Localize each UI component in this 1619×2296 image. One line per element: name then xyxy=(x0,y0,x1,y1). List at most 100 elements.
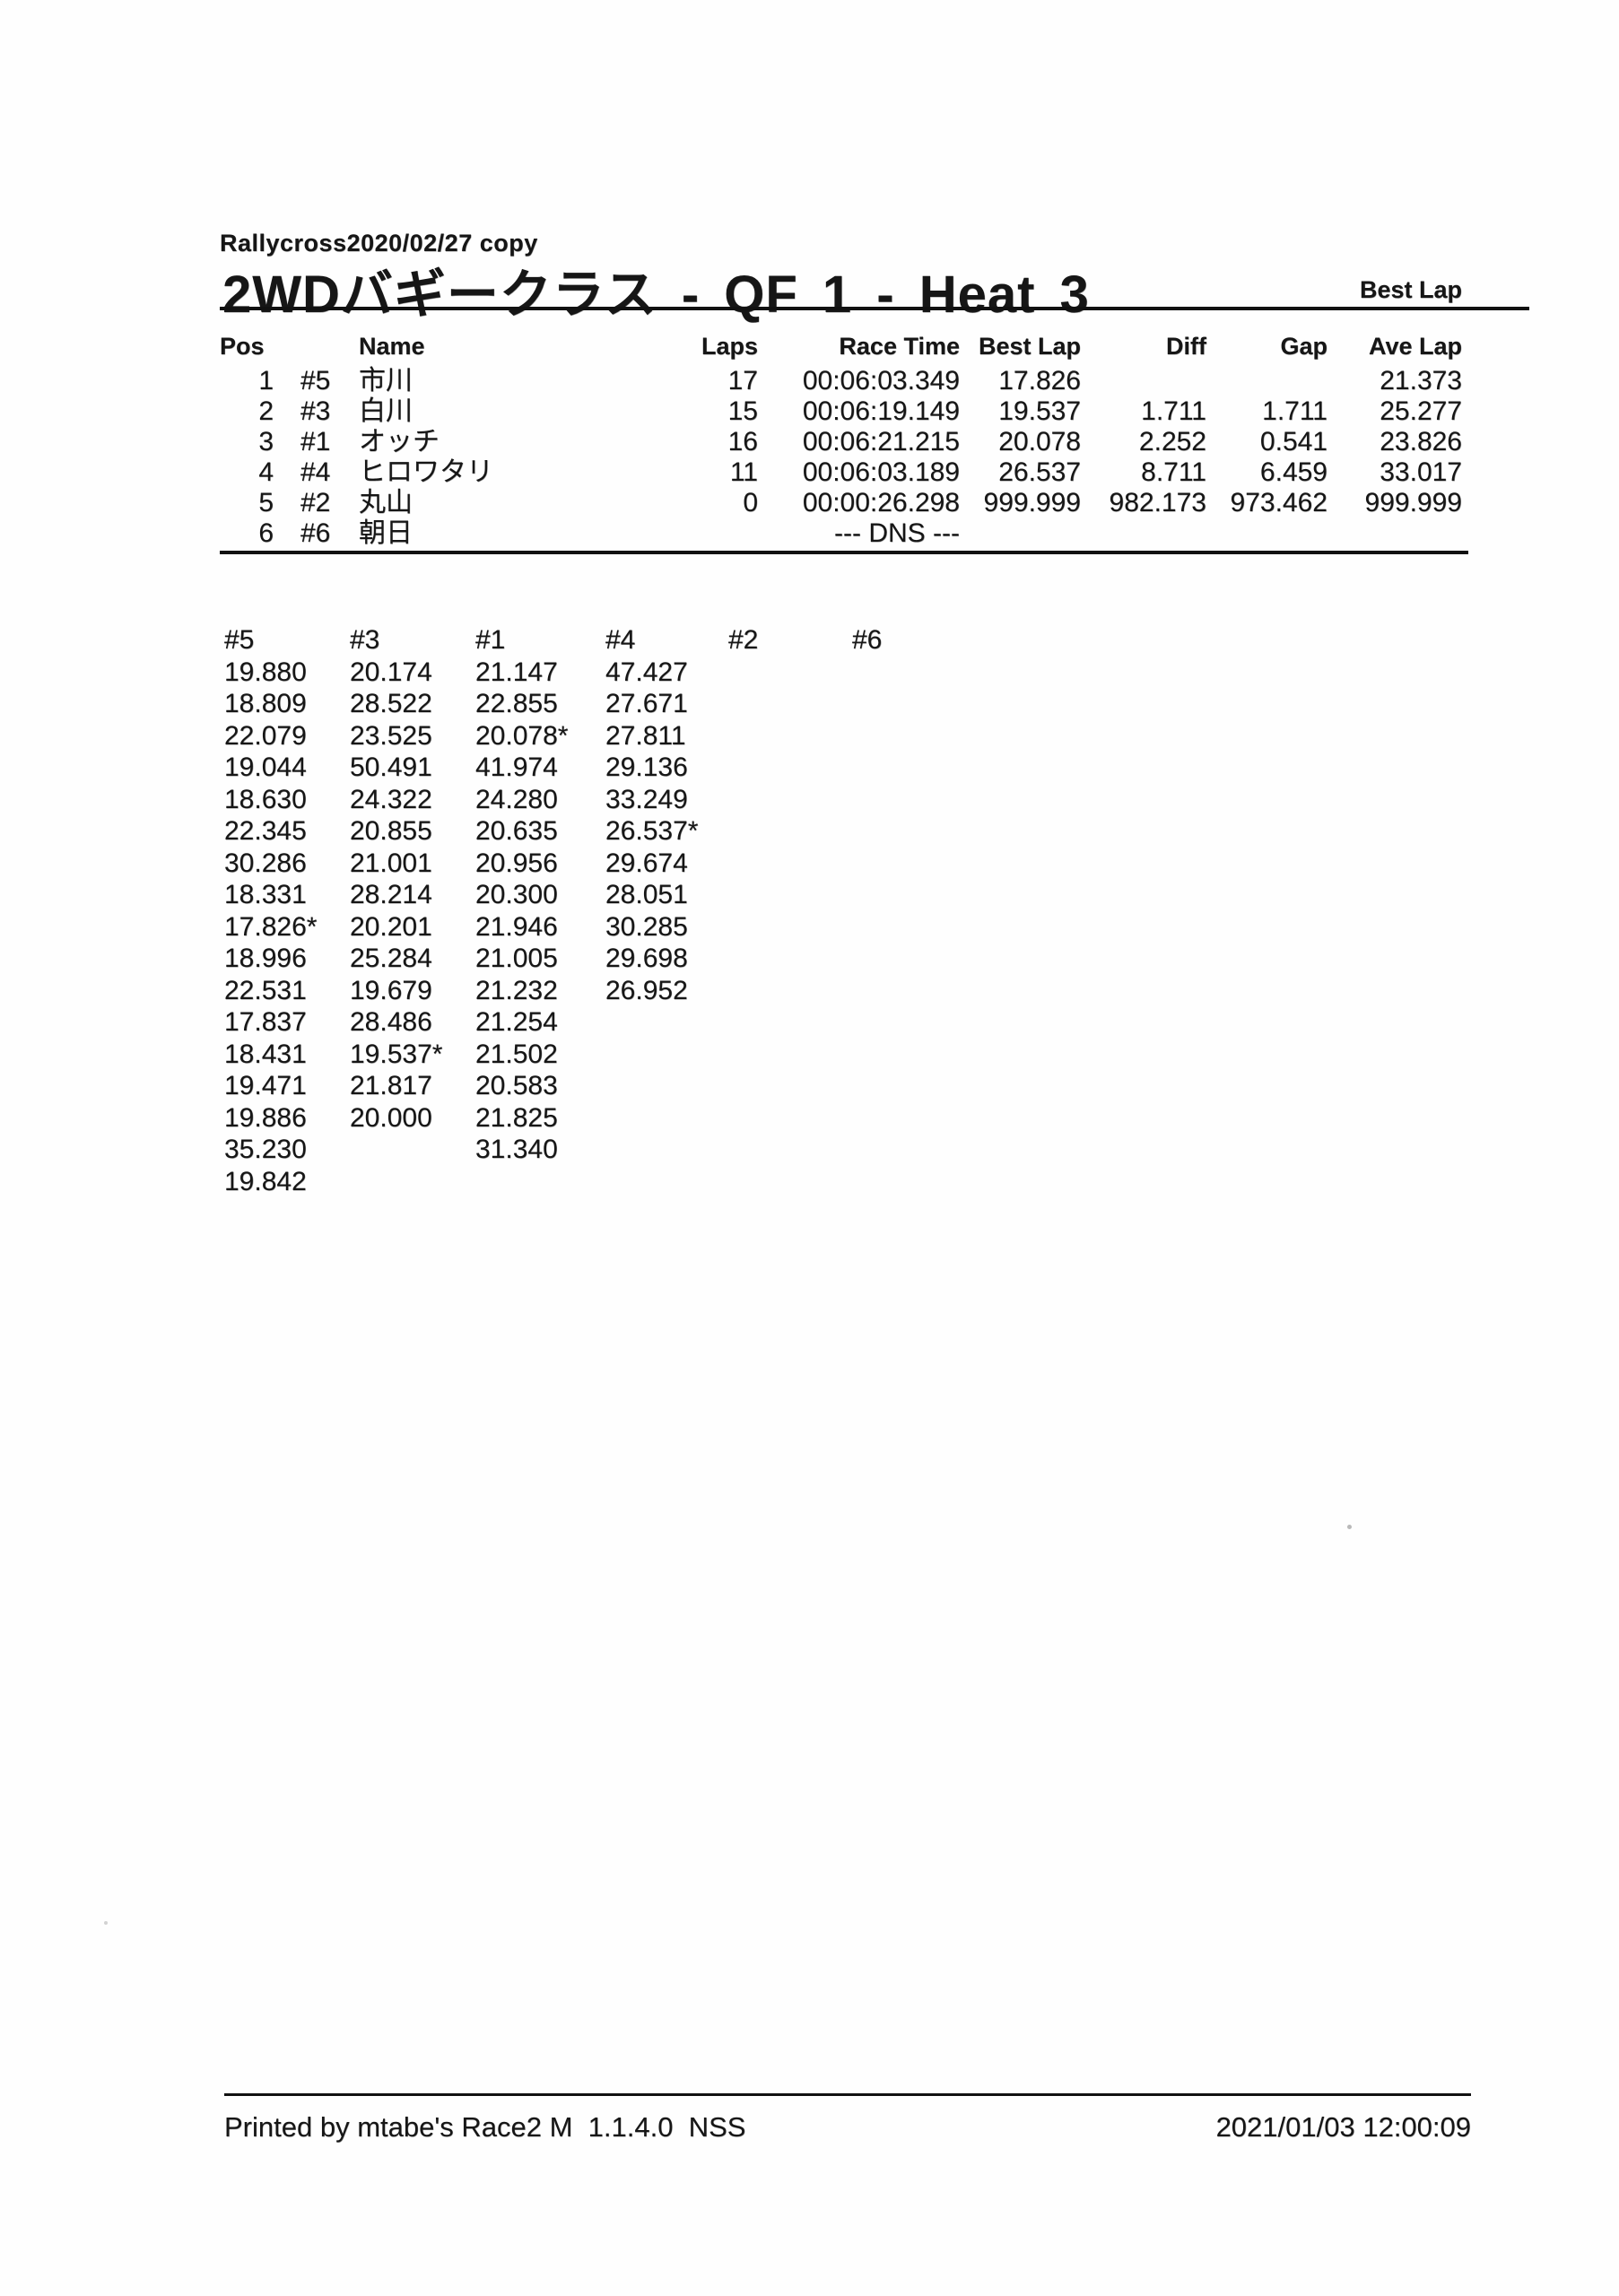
laps-cell: 11 xyxy=(729,457,758,487)
driver-name-cell: 市川 xyxy=(359,366,413,396)
lap-time: 22.855 xyxy=(475,689,558,718)
lap-time: 20.635 xyxy=(475,816,558,846)
lap-column: #4 47.427 27.671 27.811 29.136 33.249 26.537*… xyxy=(605,624,736,1006)
lap-time: 21.825 xyxy=(475,1102,558,1133)
gap-cell: 973.462 xyxy=(1230,488,1327,517)
best-lap-cell: 17.826 xyxy=(998,366,1081,396)
title-divider xyxy=(220,307,1529,310)
best-lap-cell: 999.999 xyxy=(983,488,1081,517)
lap-column-header: #1 xyxy=(475,625,506,655)
results-header-row: Pos Name Laps Race Time Best Lap Diff Ga… xyxy=(220,333,1462,366)
lap-time: 22.079 xyxy=(224,720,307,751)
laps-cell: 16 xyxy=(727,427,758,457)
ave-lap-cell: 21.373 xyxy=(1380,366,1462,396)
ave-lap-cell: 33.017 xyxy=(1380,457,1462,487)
lap-time: 30.286 xyxy=(224,848,307,878)
laps-cell xyxy=(655,518,758,549)
result-row: 3 #1 オッチ 16 00:06:21.215 20.078 2.252 0.… xyxy=(220,427,1462,457)
race-time-cell: 00:00:26.298 xyxy=(802,488,960,517)
header-ave-lap: Ave Lap xyxy=(1368,333,1462,360)
lap-column-header: #6 xyxy=(852,625,883,655)
lap-time: 21.254 xyxy=(475,1007,558,1037)
diff-cell xyxy=(1081,518,1206,549)
lap-time: 27.671 xyxy=(605,689,688,718)
footer-divider xyxy=(224,2093,1471,2096)
ave-lap-cell: 999.999 xyxy=(1364,488,1462,517)
header-pos: Pos xyxy=(220,333,265,360)
lap-time: 41.974 xyxy=(475,752,558,782)
lap-time: 28.214 xyxy=(350,880,432,909)
lap-column-header: #2 xyxy=(728,625,759,655)
lap-time: 20.000 xyxy=(350,1102,432,1133)
lap-time: 21.817 xyxy=(350,1071,432,1100)
lap-time: 29.136 xyxy=(605,752,688,782)
diff-cell: 2.252 xyxy=(1138,427,1206,457)
lap-time: 29.674 xyxy=(605,848,688,878)
results-divider xyxy=(220,551,1468,554)
laps-cell: 15 xyxy=(727,396,758,426)
lap-time: 33.249 xyxy=(605,784,688,814)
header-best-lap: Best Lap xyxy=(978,333,1081,360)
lap-time: 20.583 xyxy=(475,1071,558,1100)
lap-time: 28.486 xyxy=(350,1007,432,1037)
lap-time: 24.280 xyxy=(475,784,558,814)
lap-time: 18.630 xyxy=(224,784,307,814)
car-number-cell: #3 xyxy=(300,396,331,426)
lap-time: 24.322 xyxy=(350,784,432,814)
pos-cell: 2 xyxy=(258,396,274,426)
ave-lap-cell: 23.826 xyxy=(1380,427,1462,457)
pos-cell: 1 xyxy=(258,366,274,396)
lap-time: 20.174 xyxy=(350,657,432,687)
lap-time: 35.230 xyxy=(224,1135,307,1164)
header-name: Name xyxy=(359,333,425,360)
lap-time: 20.201 xyxy=(350,911,432,942)
lap-time: 20.956 xyxy=(475,848,558,878)
car-number-cell: #6 xyxy=(300,518,331,548)
lap-time: 21.232 xyxy=(475,975,558,1005)
lap-time: 47.427 xyxy=(605,657,688,687)
results-table: Pos Name Laps Race Time Best Lap Diff Ga… xyxy=(220,333,1462,549)
race-time-cell: 00:06:03.189 xyxy=(802,457,960,487)
header-laps: Laps xyxy=(701,333,758,360)
gap-cell xyxy=(1206,518,1327,549)
lap-time: 19.044 xyxy=(224,752,307,782)
lap-time: 25.284 xyxy=(350,944,432,973)
lap-column: #6 xyxy=(852,624,982,657)
gap-cell: 6.459 xyxy=(1259,457,1327,487)
lap-time: 19.880 xyxy=(224,657,307,687)
dns-status-cell: --- DNS --- xyxy=(834,518,960,548)
lap-time: 18.809 xyxy=(224,689,307,718)
laps-cell: 0 xyxy=(743,488,758,517)
footer-timestamp: 2021/01/03 12:00:09 xyxy=(1215,2111,1471,2143)
best-lap-cell: 20.078 xyxy=(998,427,1081,457)
race-time-cell: 00:06:21.215 xyxy=(802,427,960,457)
diff-cell: 1.711 xyxy=(1141,396,1206,426)
lap-time: 20.300 xyxy=(475,880,558,909)
laps-cell: 17 xyxy=(727,366,758,396)
lap-time: 31.340 xyxy=(475,1135,558,1164)
result-row: 5 #2 丸山 0 00:00:26.298 999.999 982.173 9… xyxy=(220,488,1462,518)
gap-cell xyxy=(1206,366,1327,396)
diff-cell xyxy=(1081,366,1206,396)
lap-time: 26.952 xyxy=(605,975,688,1005)
page-title: 2WDバギークラス - QF 1 - Heat 3 xyxy=(222,265,1090,324)
diff-cell: 8.711 xyxy=(1141,457,1206,487)
best-lap-label: Best Lap xyxy=(1359,276,1462,303)
car-number-cell: #2 xyxy=(300,488,331,517)
lap-time: 21.005 xyxy=(475,944,558,973)
lap-time: 22.345 xyxy=(224,816,307,846)
ave-lap-cell: 25.277 xyxy=(1380,396,1462,426)
header-car-spacer xyxy=(274,333,359,366)
driver-name-cell: 朝日 xyxy=(359,518,413,548)
pos-cell: 5 xyxy=(258,488,274,517)
lap-time: 50.491 xyxy=(350,752,432,782)
driver-name-cell: ヒロワタリ xyxy=(359,457,493,487)
header-gap: Gap xyxy=(1280,333,1327,360)
result-row: 1 #5 市川 17 00:06:03.349 17.826 21.373 xyxy=(220,366,1462,396)
best-lap-cell: 19.537 xyxy=(998,396,1081,426)
lap-time: 17.826* xyxy=(224,911,318,942)
result-row: 2 #3 白川 15 00:06:19.149 19.537 1.711 1.7… xyxy=(220,396,1462,427)
event-watermark: Rallycross2020/02/27 copy xyxy=(220,230,538,257)
lap-time: 17.837 xyxy=(224,1007,307,1037)
